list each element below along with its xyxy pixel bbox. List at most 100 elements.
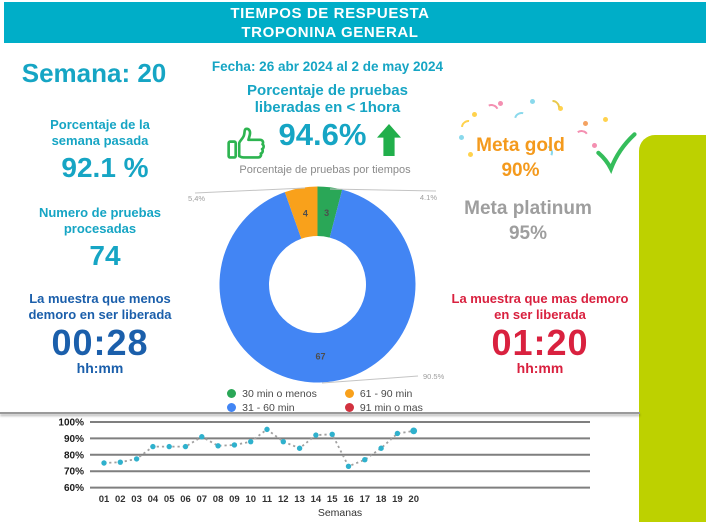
slice-value-label: 67 [316, 351, 326, 361]
data-point [313, 432, 319, 438]
data-point [248, 438, 254, 445]
slice-value-label: 3 [324, 208, 329, 218]
donut-legend: 30 min o menos 31 - 60 min 61 - 90 min 91 m… [185, 387, 465, 414]
checkmark-icon [596, 132, 637, 174]
y-axis-tick-label: 80% [64, 450, 84, 461]
data-point [378, 445, 384, 451]
legend-label: 31 - 60 min [242, 401, 295, 414]
side-accent-bar [639, 135, 706, 522]
x-axis-tick-label: 18 [376, 494, 387, 505]
x-axis-tick-label: 19 [392, 494, 403, 505]
donut-slice [317, 186, 343, 238]
x-axis-tick-label: 01 [99, 494, 110, 505]
legend-dot-icon [227, 389, 237, 398]
slice-leader-line [329, 188, 437, 192]
meta-gold-value: 90% [501, 160, 540, 181]
donut-chart: 3 4.1% 67 90.5% 4 5,4% [188, 186, 445, 384]
page-title-line1: TIEMPOS DE RESPUESTA [230, 4, 430, 22]
x-axis-tick-label: 06 [180, 494, 191, 505]
legend-label: 91 min o mas [359, 401, 423, 414]
meta-gold: Meta gold 90% [448, 133, 593, 183]
slowest-sample-title: La muestra que mas demoro en ser liberad… [451, 291, 629, 322]
data-point [101, 460, 107, 466]
y-axis-tick-label: 90% [64, 434, 84, 445]
header-banner: TIEMPOS DE RESPUESTA TROPONINA GENERAL [4, 2, 706, 43]
thumbs-up-icon [227, 127, 265, 159]
x-axis-tick-label: 13 [294, 494, 305, 505]
tests-processed-title: Numero de pruebas procesadas [38, 205, 162, 236]
date-range: Fecha: 26 abr 2024 al 2 de may 2024 [211, 59, 444, 74]
x-axis-tick-label: 17 [360, 494, 371, 505]
data-point [280, 438, 286, 445]
x-axis-tick-label: 07 [197, 494, 208, 505]
x-axis-tick-label: 05 [164, 494, 175, 505]
x-axis-tick-label: 14 [311, 494, 322, 505]
data-point [296, 445, 303, 451]
fastest-sample-unit: hh:mm [76, 360, 124, 376]
legend-item: 91 min o mas [344, 401, 423, 414]
x-axis-title: Semanas [318, 507, 362, 519]
legend-dot-icon [344, 389, 354, 398]
data-point [182, 443, 189, 450]
meta-platinum-label: Meta platinum [464, 198, 592, 219]
data-point [199, 434, 205, 440]
slice-pct-label: 5,4% [188, 194, 205, 203]
week-label: Semana: 20 [21, 58, 167, 88]
meta-platinum-value: 95% [508, 223, 548, 244]
data-point [410, 427, 418, 435]
x-axis-tick-label: 02 [115, 494, 126, 505]
meta-platinum: Meta platinum 95% [443, 196, 613, 246]
data-point [362, 457, 368, 463]
y-axis-tick-label: 70% [64, 467, 84, 478]
data-point [394, 430, 401, 437]
data-point [133, 456, 140, 462]
data-point [166, 443, 172, 450]
slice-pct-label: 90.5% [423, 372, 445, 381]
weekly-trend-chart: 100% 90% 80% 70% 60% 01 02 03 04 05 06 07 08 09 10 11 12… [58, 418, 590, 519]
section-divider [0, 412, 640, 414]
kpi-title-line1: Porcentaje de pruebas [247, 82, 408, 99]
x-axis-tick-label: 16 [343, 494, 354, 505]
donut-slice [219, 189, 416, 383]
slice-value-label: 4 [303, 209, 308, 219]
data-point [231, 442, 238, 448]
x-axis-tick-label: 09 [229, 494, 240, 505]
fastest-sample-value: 00:28 [51, 322, 149, 363]
data-point [117, 459, 124, 465]
arrow-up-icon [377, 124, 401, 156]
data-point [215, 443, 221, 449]
kpi-title-line2: liberadas en < 1hora [254, 99, 401, 116]
kpi-title: Porcentaje de pruebas liberadas en < 1ho… [190, 82, 465, 116]
x-axis-tick-label: 11 [262, 494, 273, 505]
slice-leader-line [321, 375, 419, 384]
kpi-value: 94.6% [278, 117, 367, 152]
data-point [329, 431, 335, 437]
legend-label: 30 min o menos [242, 387, 317, 400]
legend-item: 30 min o menos [227, 387, 317, 400]
legend-dot-icon [227, 403, 237, 412]
slowest-sample-value: 01:20 [491, 322, 589, 363]
x-axis-tick-label: 15 [327, 494, 338, 505]
legend-dot-icon [344, 403, 354, 412]
last-week-title: Porcentaje de la semana pasada [50, 117, 150, 148]
x-axis-tick-label: 03 [131, 494, 142, 505]
page-title-line2: TROPONINA GENERAL [241, 23, 419, 41]
slice-pct-label: 4.1% [420, 193, 437, 202]
x-axis-tick-label: 08 [213, 494, 224, 505]
trend-line [103, 428, 414, 468]
meta-gold-label: Meta gold [476, 135, 565, 156]
x-axis-tick-label: 12 [278, 494, 289, 505]
x-axis-tick-label: 04 [148, 494, 159, 505]
data-point [150, 443, 156, 450]
x-axis-tick-label: 10 [245, 494, 256, 505]
donut-slice [284, 186, 318, 239]
x-axis-tick-label: 20 [408, 494, 419, 505]
data-point [264, 426, 270, 433]
y-axis-tick-label: 100% [58, 418, 84, 429]
tests-processed-value: 74 [89, 240, 121, 271]
y-axis-tick-label: 60% [64, 483, 84, 494]
slice-leader-line [194, 187, 306, 194]
fastest-sample-title: La muestra que menos demoro en ser liber… [28, 291, 172, 322]
legend-item: 31 - 60 min [227, 401, 317, 414]
